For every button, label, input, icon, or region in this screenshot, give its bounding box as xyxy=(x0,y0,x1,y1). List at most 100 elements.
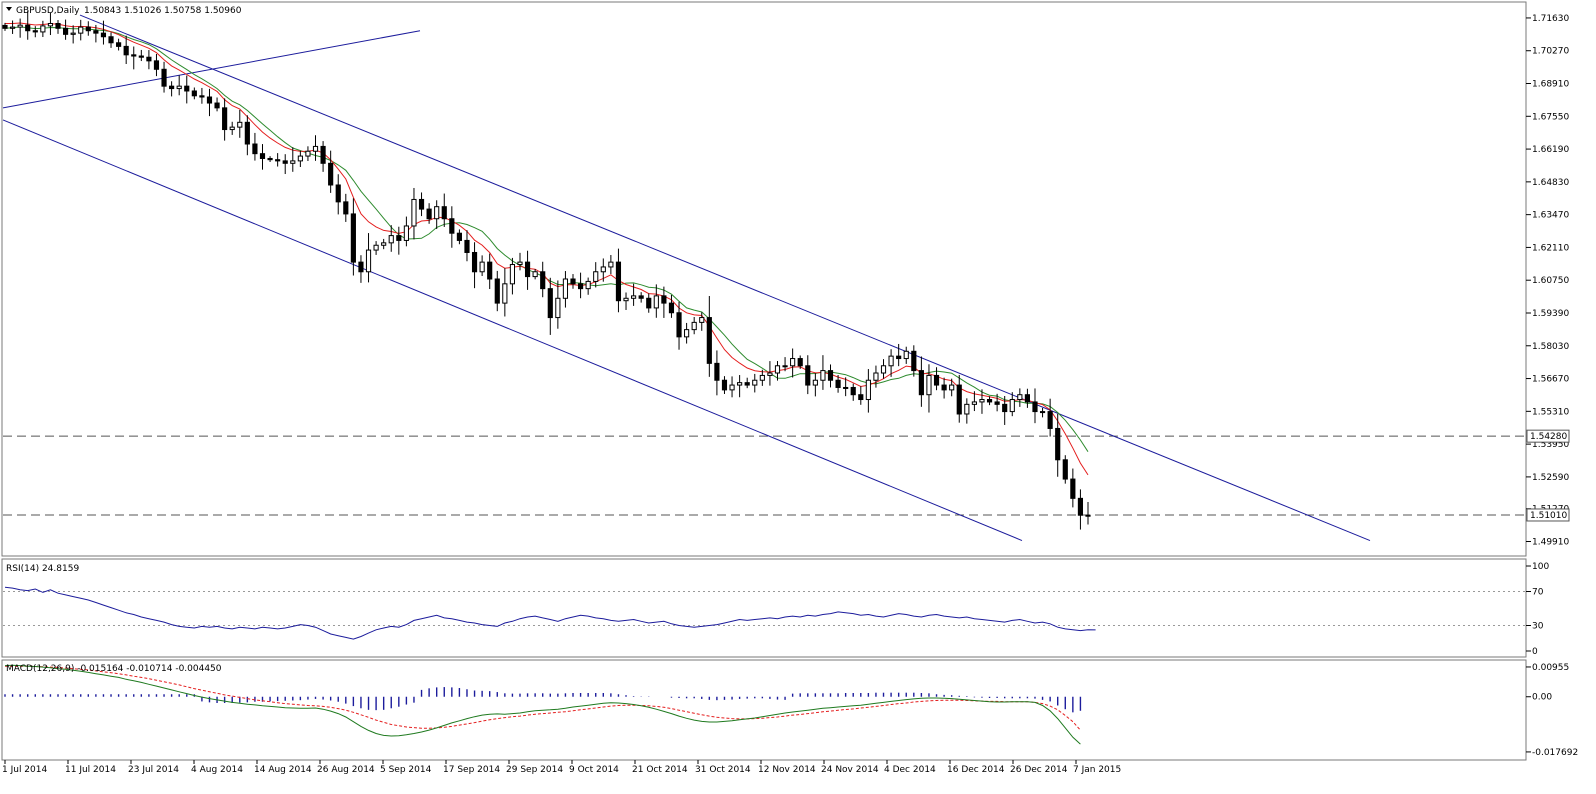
candle-body-bull xyxy=(873,372,879,381)
candle-body-bear xyxy=(108,36,114,44)
candle xyxy=(9,20,16,34)
candle-body-bull xyxy=(812,379,818,386)
candle-body-bear xyxy=(918,370,924,396)
candle xyxy=(350,198,356,276)
candle xyxy=(25,10,31,40)
candle xyxy=(123,35,129,65)
candle-body-bear xyxy=(615,261,622,302)
candle xyxy=(381,238,387,250)
candle-body-bear xyxy=(805,365,811,386)
candle-body-bear xyxy=(941,384,947,391)
candle-body-bull xyxy=(684,329,690,338)
candle-body-bear xyxy=(100,32,107,38)
candle xyxy=(237,109,243,138)
price-y-tick-label: 1.66190 xyxy=(1532,145,1569,155)
rsi-title: RSI(14) 24.8159 xyxy=(6,564,79,574)
candle xyxy=(926,364,932,413)
candle-body-bull xyxy=(782,365,788,368)
candle xyxy=(40,20,46,38)
candle-body-bear xyxy=(335,184,341,203)
candle xyxy=(17,18,23,38)
candle-body-bear xyxy=(93,30,99,34)
candle xyxy=(865,369,871,413)
candle xyxy=(275,153,281,167)
candle-body-bull xyxy=(502,283,508,304)
candle xyxy=(305,146,311,162)
candle-body-bull xyxy=(699,317,705,323)
candle xyxy=(653,284,659,318)
candle xyxy=(608,255,614,275)
candle xyxy=(593,262,599,288)
rsi-line xyxy=(4,586,1096,640)
candle xyxy=(774,361,781,381)
rsi-panel: 100 70 30 0 xyxy=(3,562,1549,657)
candle xyxy=(312,135,319,161)
candle xyxy=(714,350,720,396)
candle-body-bull xyxy=(865,379,871,401)
candle-body-bear xyxy=(259,153,266,159)
candle-body-bear xyxy=(986,399,993,403)
candle-body-bear xyxy=(199,95,205,98)
candle-body-bull xyxy=(790,358,796,367)
candle-body-bear xyxy=(896,355,902,360)
price-level-box xyxy=(1526,429,1570,443)
candle xyxy=(524,250,531,290)
candle xyxy=(858,386,864,405)
price-level-label: 1.54280 xyxy=(1530,432,1567,442)
candle xyxy=(933,367,940,391)
price-panel-frame xyxy=(1,1,1527,557)
x-tick-label: 4 Dec 2014 xyxy=(884,765,936,775)
rsi-y-tick-label: 0 xyxy=(1532,647,1538,657)
candle-body-bull xyxy=(971,401,977,405)
candle-body-bull xyxy=(78,26,84,34)
macd-panel: 0.00955 0.00 -0.017692 xyxy=(4,663,1578,758)
candle-body-bull xyxy=(479,261,485,273)
candle-body-bear xyxy=(1055,427,1061,461)
candle xyxy=(55,20,61,34)
candle-body-bull xyxy=(517,261,523,266)
candle-body-bull xyxy=(388,235,394,244)
candle-body-bear xyxy=(441,206,447,220)
price-y-tick-label: 1.53950 xyxy=(1532,440,1569,450)
candle xyxy=(623,292,629,310)
candle-body-bear xyxy=(32,30,38,33)
candle xyxy=(418,192,425,217)
candle-body-bear xyxy=(55,22,61,29)
macd-y-tick-label: 0.00955 xyxy=(1532,663,1569,673)
candle xyxy=(691,317,697,335)
candle-body-bear xyxy=(169,85,175,90)
candle xyxy=(206,88,213,117)
candle xyxy=(259,144,266,170)
candle xyxy=(502,268,508,317)
macd-main-line xyxy=(4,664,1081,745)
candle-body-bull xyxy=(903,350,909,360)
candle xyxy=(812,373,818,397)
candle xyxy=(411,187,417,240)
macd-y-tick-label: -0.017692 xyxy=(1532,748,1578,758)
candle-body-bull xyxy=(729,384,735,391)
candle xyxy=(335,174,341,215)
trend-line xyxy=(2,30,421,109)
candle xyxy=(873,365,879,388)
price-y-tick-label: 1.64830 xyxy=(1532,178,1569,188)
candle xyxy=(199,87,205,104)
candle-body-bull xyxy=(767,372,773,376)
candle xyxy=(903,346,909,364)
candle-body-bull xyxy=(562,278,569,299)
candle-body-bear xyxy=(131,54,137,57)
candle xyxy=(1077,489,1084,530)
rsi-y-tick-label: 100 xyxy=(1532,562,1549,572)
dropdown-triangle-icon[interactable] xyxy=(6,7,12,11)
x-tick-label: 29 Sep 2014 xyxy=(506,765,563,775)
candle-body-bear xyxy=(1024,394,1030,403)
candle xyxy=(297,150,303,168)
candle xyxy=(949,378,955,397)
candle xyxy=(1002,395,1008,425)
candle xyxy=(509,257,516,295)
x-tick-label: 24 Nov 2014 xyxy=(821,765,879,775)
candle xyxy=(78,19,84,41)
candle xyxy=(979,389,985,414)
candle xyxy=(805,355,811,395)
x-tick-label: 12 Nov 2014 xyxy=(758,765,816,775)
candle-body-bull xyxy=(964,403,970,415)
